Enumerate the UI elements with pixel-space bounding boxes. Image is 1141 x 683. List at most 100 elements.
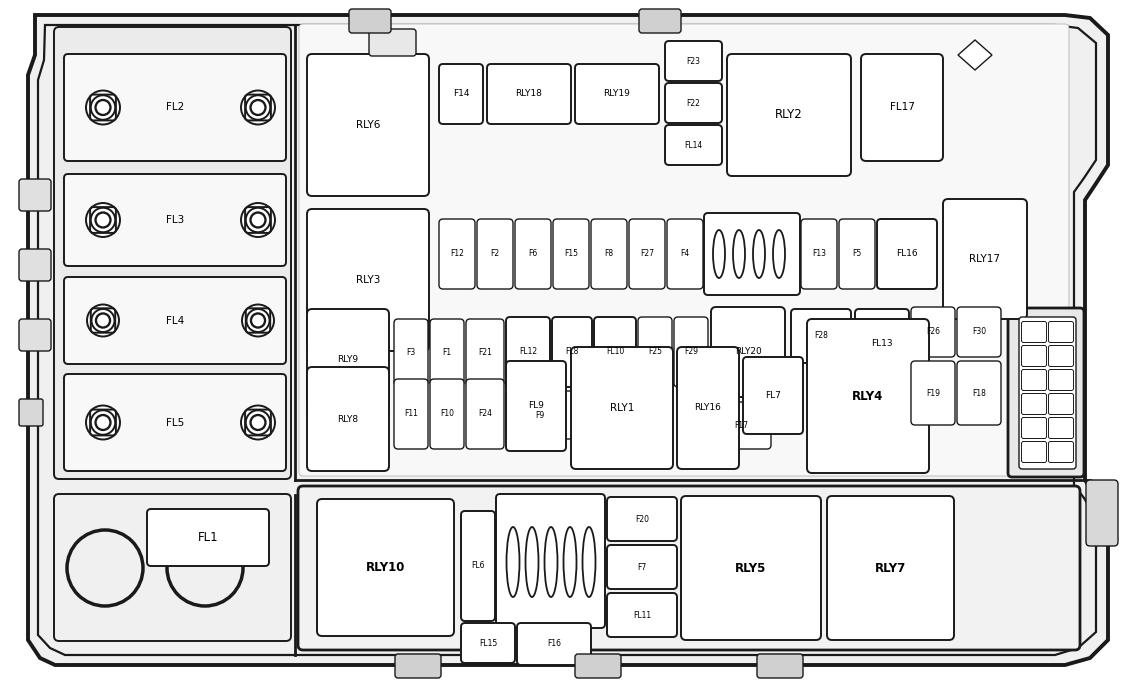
Text: F21: F21 (478, 348, 492, 357)
FancyBboxPatch shape (665, 83, 722, 123)
FancyBboxPatch shape (461, 623, 515, 663)
Text: F9: F9 (535, 410, 544, 419)
Text: F15: F15 (564, 249, 578, 258)
FancyBboxPatch shape (674, 317, 709, 387)
Text: F1: F1 (443, 348, 452, 357)
FancyBboxPatch shape (911, 361, 955, 425)
Text: F25: F25 (648, 348, 662, 357)
FancyBboxPatch shape (1086, 480, 1118, 546)
FancyBboxPatch shape (245, 308, 270, 333)
FancyBboxPatch shape (756, 654, 803, 678)
FancyBboxPatch shape (466, 379, 504, 449)
FancyBboxPatch shape (552, 317, 592, 387)
FancyBboxPatch shape (1049, 393, 1074, 415)
FancyBboxPatch shape (861, 54, 942, 161)
Text: F23: F23 (687, 57, 701, 66)
FancyBboxPatch shape (591, 219, 628, 289)
FancyBboxPatch shape (64, 374, 286, 471)
Text: F12: F12 (450, 249, 464, 258)
FancyBboxPatch shape (19, 319, 51, 351)
FancyBboxPatch shape (711, 307, 785, 397)
FancyBboxPatch shape (957, 361, 1001, 425)
Text: F11: F11 (404, 410, 418, 419)
FancyBboxPatch shape (594, 317, 636, 387)
FancyBboxPatch shape (677, 347, 739, 469)
Text: F2: F2 (491, 249, 500, 258)
Text: RLY20: RLY20 (735, 348, 761, 357)
Text: RLY16: RLY16 (695, 404, 721, 413)
Text: RLY2: RLY2 (775, 109, 803, 122)
FancyBboxPatch shape (1021, 322, 1046, 342)
FancyBboxPatch shape (466, 319, 504, 386)
FancyBboxPatch shape (496, 494, 605, 628)
FancyBboxPatch shape (1021, 393, 1046, 415)
FancyBboxPatch shape (839, 219, 875, 289)
Text: FL10: FL10 (606, 348, 624, 357)
FancyBboxPatch shape (505, 361, 566, 451)
FancyBboxPatch shape (307, 309, 389, 411)
Text: FL9: FL9 (528, 402, 544, 410)
Text: FL16: FL16 (896, 249, 917, 258)
Text: F8: F8 (605, 249, 614, 258)
Polygon shape (29, 15, 1108, 665)
FancyBboxPatch shape (515, 219, 551, 289)
Text: F27: F27 (640, 249, 654, 258)
FancyBboxPatch shape (807, 319, 929, 473)
Text: FL7: FL7 (766, 391, 780, 400)
FancyBboxPatch shape (711, 402, 771, 449)
Polygon shape (958, 40, 992, 70)
Text: RLY19: RLY19 (604, 89, 631, 98)
Text: FL12: FL12 (519, 348, 537, 357)
FancyBboxPatch shape (911, 307, 955, 357)
Text: FL5: FL5 (165, 417, 184, 428)
Text: FL14: FL14 (685, 141, 703, 150)
Text: F6: F6 (528, 249, 537, 258)
FancyBboxPatch shape (298, 486, 1081, 650)
Text: RLY17: RLY17 (970, 254, 1001, 264)
FancyBboxPatch shape (801, 219, 837, 289)
FancyBboxPatch shape (665, 41, 722, 81)
FancyBboxPatch shape (91, 308, 115, 333)
FancyBboxPatch shape (90, 410, 116, 435)
Text: F5: F5 (852, 249, 861, 258)
FancyBboxPatch shape (64, 54, 286, 161)
Text: RLY3: RLY3 (356, 275, 380, 285)
FancyBboxPatch shape (727, 54, 851, 176)
FancyBboxPatch shape (1049, 322, 1074, 342)
Text: FL4: FL4 (165, 316, 184, 326)
FancyBboxPatch shape (394, 379, 428, 449)
FancyBboxPatch shape (517, 623, 591, 665)
Text: RLY8: RLY8 (338, 415, 358, 423)
FancyBboxPatch shape (299, 24, 1069, 476)
FancyBboxPatch shape (1021, 441, 1046, 462)
FancyBboxPatch shape (607, 545, 677, 589)
FancyBboxPatch shape (855, 309, 909, 379)
FancyBboxPatch shape (1021, 370, 1046, 391)
Text: RLY9: RLY9 (338, 355, 358, 365)
FancyBboxPatch shape (64, 277, 286, 364)
Text: F16: F16 (547, 639, 561, 648)
FancyBboxPatch shape (629, 219, 665, 289)
FancyBboxPatch shape (1049, 346, 1074, 367)
FancyBboxPatch shape (307, 54, 429, 196)
Text: RLY4: RLY4 (852, 389, 883, 402)
FancyBboxPatch shape (54, 494, 291, 641)
FancyBboxPatch shape (942, 199, 1027, 319)
Text: F7: F7 (638, 563, 647, 572)
Text: F29: F29 (683, 348, 698, 357)
FancyBboxPatch shape (570, 347, 673, 469)
Text: F30: F30 (972, 328, 986, 337)
FancyBboxPatch shape (1049, 417, 1074, 438)
FancyBboxPatch shape (90, 95, 116, 120)
FancyBboxPatch shape (245, 207, 270, 233)
Text: FL1: FL1 (197, 531, 218, 544)
FancyBboxPatch shape (704, 213, 800, 295)
FancyBboxPatch shape (957, 307, 1001, 357)
Text: RLY7: RLY7 (875, 561, 906, 574)
Text: F26: F26 (926, 328, 940, 337)
Text: FL6: FL6 (471, 561, 485, 570)
Text: RLY18: RLY18 (516, 89, 542, 98)
FancyBboxPatch shape (430, 319, 464, 386)
Text: FL2: FL2 (165, 102, 184, 113)
FancyBboxPatch shape (245, 410, 270, 435)
